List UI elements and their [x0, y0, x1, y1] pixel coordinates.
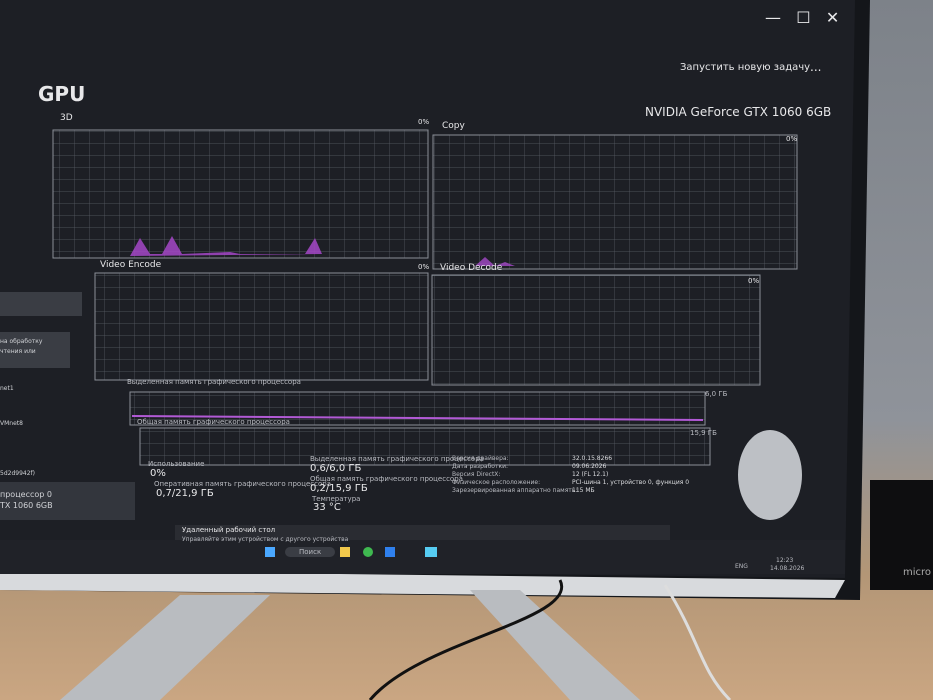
memory-label: Общая память графического процессора [137, 418, 290, 426]
stat-value: 0,7/21,9 ГБ [156, 488, 214, 499]
graph-label[interactable]: Video Decode [440, 263, 503, 273]
stat-value: 0,2/15,9 ГБ [310, 483, 368, 494]
cable [368, 579, 564, 700]
search-box[interactable]: Поиск [285, 547, 336, 557]
memory-label: Выделенная память графического процессор… [127, 378, 301, 386]
detail-label: Дата разработки: [452, 463, 509, 470]
detail-value: 12 (FL 12.1) [572, 471, 609, 478]
stat-value: 0% [150, 468, 166, 479]
notification-title: Удаленный рабочий стол [182, 526, 276, 534]
stat-value: 33 °C [313, 502, 341, 513]
stat-value: 0,6/6,0 ГБ [310, 463, 362, 474]
speaker-brand: micro [903, 567, 932, 578]
app-icon[interactable] [385, 547, 395, 557]
stat-label: Использование [148, 460, 205, 468]
app-icon[interactable] [425, 547, 437, 557]
graph-value: 0% [418, 118, 430, 126]
stat-label: Общая память графического процессора [310, 475, 463, 483]
detail-label: Физическое расположение: [452, 479, 541, 486]
language[interactable]: ENG [735, 563, 748, 570]
taskbar [0, 540, 845, 574]
sidebar-text: процессор 0 [0, 490, 52, 499]
graph-label[interactable]: Copy [442, 121, 465, 131]
detail-value: 115 МБ [572, 487, 595, 494]
detail-value: 09.06.2026 [572, 463, 607, 470]
usage-spikes [130, 236, 322, 256]
detail-label: Зарезервированная аппаратно память: [452, 487, 578, 494]
sidebar-text: на обработку [0, 338, 43, 345]
memory-line [131, 415, 704, 421]
stat-label: Оперативная память графического процессо… [154, 480, 331, 488]
detail-value: PCI-шина 1, устройство 0, функция 0 [572, 479, 690, 486]
window-controls[interactable]: — ☐ ✕ [765, 8, 840, 27]
mouse-reflection [738, 430, 802, 520]
graph-label[interactable]: Video Encode [100, 260, 162, 270]
new-task-button[interactable]: Запустить новую задачу [680, 62, 811, 73]
stand-leg [60, 595, 270, 700]
cable [663, 584, 732, 700]
detail-label: Версия драйвера: [452, 455, 509, 462]
sidebar-text: чтения или [0, 348, 36, 355]
device-name: NVIDIA GeForce GTX 1060 6GB [645, 105, 832, 119]
sidebar-item[interactable] [0, 332, 70, 368]
graph-decode [431, 274, 761, 386]
sidebar-item-selected[interactable] [0, 482, 135, 520]
sidebar-item[interactable] [0, 292, 82, 316]
memory-max: 15,9 ГБ [690, 429, 717, 437]
graph-encode [94, 272, 429, 381]
detail-label: Версия DirectX: [452, 471, 501, 478]
app-icon[interactable] [340, 547, 350, 557]
graph-label[interactable]: 3D [60, 113, 73, 123]
memory-max: 6,0 ГБ [705, 390, 728, 398]
speaker [870, 480, 933, 590]
sidebar-text: VMnet8 [0, 420, 23, 427]
graph-value: 0% [418, 263, 430, 271]
sidebar-text: net1 [0, 385, 14, 392]
graph-3d [52, 129, 429, 259]
usage-spikes [475, 257, 515, 266]
shared-bar [139, 427, 711, 466]
detail-value: 32.0.15.8266 [572, 455, 613, 462]
stat-label: Выделенная память графического процессор… [310, 455, 484, 463]
sidebar-text: TX 1060 6GB [0, 501, 53, 510]
stat-label: Температура [312, 495, 361, 503]
clock-time[interactable]: 12:23 [776, 557, 794, 564]
sidebar-text: 5d2d9942f) [0, 470, 35, 477]
more-button[interactable]: ... [810, 60, 822, 74]
notification-text: Управляйте этим устройством с другого ус… [182, 536, 349, 543]
start-button[interactable] [265, 547, 275, 557]
page-title: GPU [38, 82, 86, 106]
clock-date[interactable]: 14.08.2026 [770, 565, 805, 572]
graph-copy [432, 134, 798, 270]
stand-leg [470, 590, 640, 700]
graph-value: 0% [786, 135, 798, 143]
monitor-frame [0, 570, 845, 598]
graph-value: 0% [748, 277, 760, 285]
app-icon[interactable] [363, 547, 373, 557]
